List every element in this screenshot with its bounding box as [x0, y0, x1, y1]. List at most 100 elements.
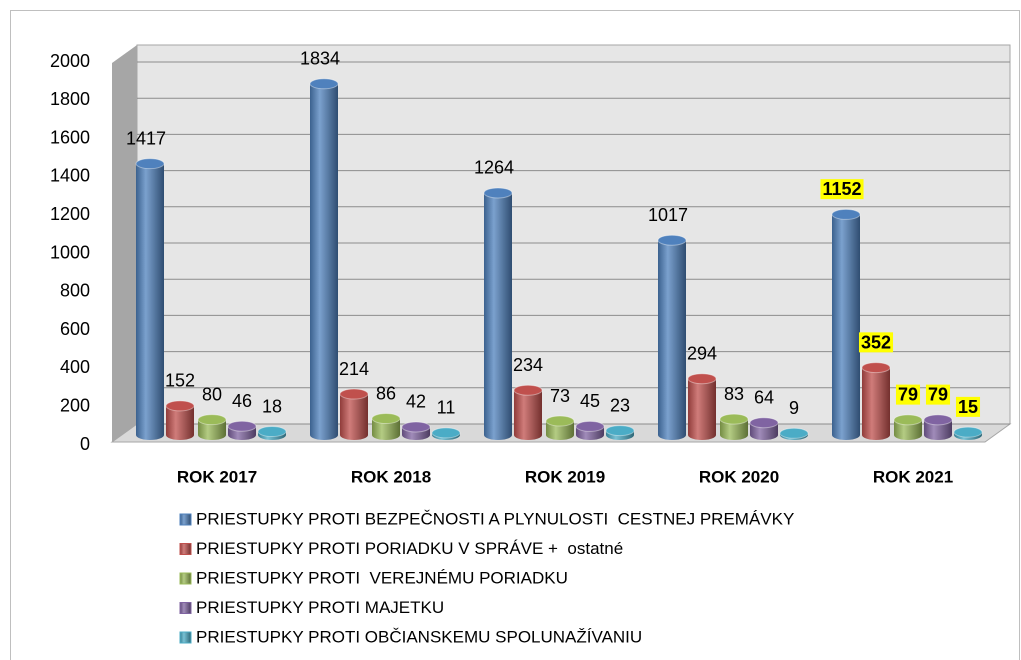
bar-top — [861, 362, 891, 374]
value-label: 86 — [376, 383, 396, 403]
bar-top — [605, 425, 635, 437]
x-tick-label: ROK 2018 — [351, 467, 431, 486]
bar-top — [371, 413, 401, 425]
value-label-highlight — [925, 384, 951, 405]
y-tick-label: 1600 — [50, 127, 90, 147]
legend-marker — [179, 543, 192, 555]
value-label: 1017 — [648, 205, 688, 225]
value-label: 46 — [232, 391, 252, 411]
x-tick-label: ROK 2019 — [525, 467, 605, 486]
legend-label: PRIESTUPKY PROTI OBČIANSKEMU SPOLUNAŽÍVA… — [196, 627, 642, 646]
legend-label: PRIESTUPKY PROTI PORIADKU V SPRÁVE + ost… — [196, 539, 623, 558]
value-label-highlight — [955, 396, 981, 417]
value-label: 1834 — [300, 49, 340, 69]
side-wall — [112, 45, 137, 442]
y-tick-label: 800 — [60, 281, 90, 301]
value-label-highlight — [895, 384, 921, 405]
x-tick-label: ROK 2021 — [873, 467, 953, 486]
value-label: 45 — [580, 391, 600, 411]
y-tick-label: 400 — [60, 357, 90, 377]
bar-top — [923, 414, 953, 426]
bar-top — [749, 417, 779, 429]
legend-label: PRIESTUPKY PROTI VEREJNÉMU PORIADKU — [196, 568, 568, 587]
value-label: 152 — [165, 371, 195, 391]
value-label: 294 — [687, 343, 717, 363]
bar-top — [401, 421, 431, 433]
value-label-highlight — [858, 332, 894, 353]
bar-top — [657, 234, 687, 246]
value-label: 42 — [406, 392, 426, 412]
value-label: 83 — [724, 384, 744, 404]
value-label: 1264 — [474, 158, 514, 178]
bar — [198, 419, 226, 440]
value-label: 73 — [550, 386, 570, 406]
value-label: 80 — [202, 384, 222, 404]
x-tick-label: ROK 2020 — [699, 467, 779, 486]
y-tick-label: 2000 — [50, 51, 90, 71]
y-tick-label: 1800 — [50, 89, 90, 109]
bar — [658, 240, 686, 440]
bar-top — [779, 427, 809, 439]
bar-top — [165, 400, 195, 412]
y-tick-label: 1000 — [50, 242, 90, 262]
legend-label: PRIESTUPKY PROTI MAJETKU — [196, 598, 444, 617]
value-label: 234 — [513, 355, 543, 375]
bar-top — [431, 427, 461, 439]
value-label: 64 — [754, 387, 774, 407]
bar-top — [719, 413, 749, 425]
value-label: 79 — [928, 385, 948, 405]
bar-top — [309, 78, 339, 90]
value-label: 9 — [789, 398, 799, 418]
legend-marker — [179, 572, 192, 585]
bar-top — [687, 373, 717, 385]
value-label: 352 — [861, 332, 891, 352]
bar-top — [545, 415, 575, 427]
x-tick-label: ROK 2017 — [177, 467, 257, 486]
chart-frame — [10, 10, 1020, 660]
y-tick-label: 1400 — [50, 166, 90, 186]
bar-top — [339, 388, 369, 400]
bar — [832, 214, 860, 440]
bar — [166, 405, 194, 440]
legend-marker — [179, 513, 192, 526]
bar — [340, 394, 368, 440]
bar — [924, 419, 952, 440]
bar-top — [953, 426, 983, 438]
bar — [310, 83, 338, 440]
y-tick-label: 200 — [60, 395, 90, 415]
legend-marker — [179, 602, 192, 614]
bar-top — [893, 414, 923, 426]
bar-top — [575, 420, 605, 432]
y-tick-label: 0 — [80, 434, 90, 454]
value-label: 15 — [958, 397, 978, 417]
bar-top — [831, 208, 861, 220]
y-tick-label: 1200 — [50, 204, 90, 224]
y-tick-label: 600 — [60, 319, 90, 339]
value-label: 214 — [339, 359, 369, 379]
bar — [372, 418, 400, 440]
value-label: 79 — [898, 385, 918, 405]
value-label: 18 — [262, 396, 282, 416]
legend-marker — [179, 631, 192, 644]
value-label-highlight — [820, 179, 864, 200]
bar — [514, 390, 542, 440]
legend-label: PRIESTUPKY PROTI BEZPEČNOSTI A PLYNULOST… — [196, 509, 794, 528]
bar-top — [227, 420, 257, 432]
bar-top — [483, 187, 513, 199]
bar-top — [257, 426, 287, 438]
bar-top — [513, 384, 543, 396]
bar — [546, 421, 574, 440]
value-label: 11 — [437, 398, 456, 418]
bar — [688, 378, 716, 440]
bar — [484, 192, 512, 440]
bar — [720, 419, 748, 440]
value-label: 23 — [610, 395, 630, 415]
bar — [894, 419, 922, 440]
value-label: 1152 — [822, 179, 861, 199]
bar-top — [197, 414, 227, 426]
bar-top — [135, 158, 165, 170]
bar — [136, 163, 164, 440]
value-label: 1417 — [126, 128, 166, 148]
bar — [862, 367, 890, 440]
